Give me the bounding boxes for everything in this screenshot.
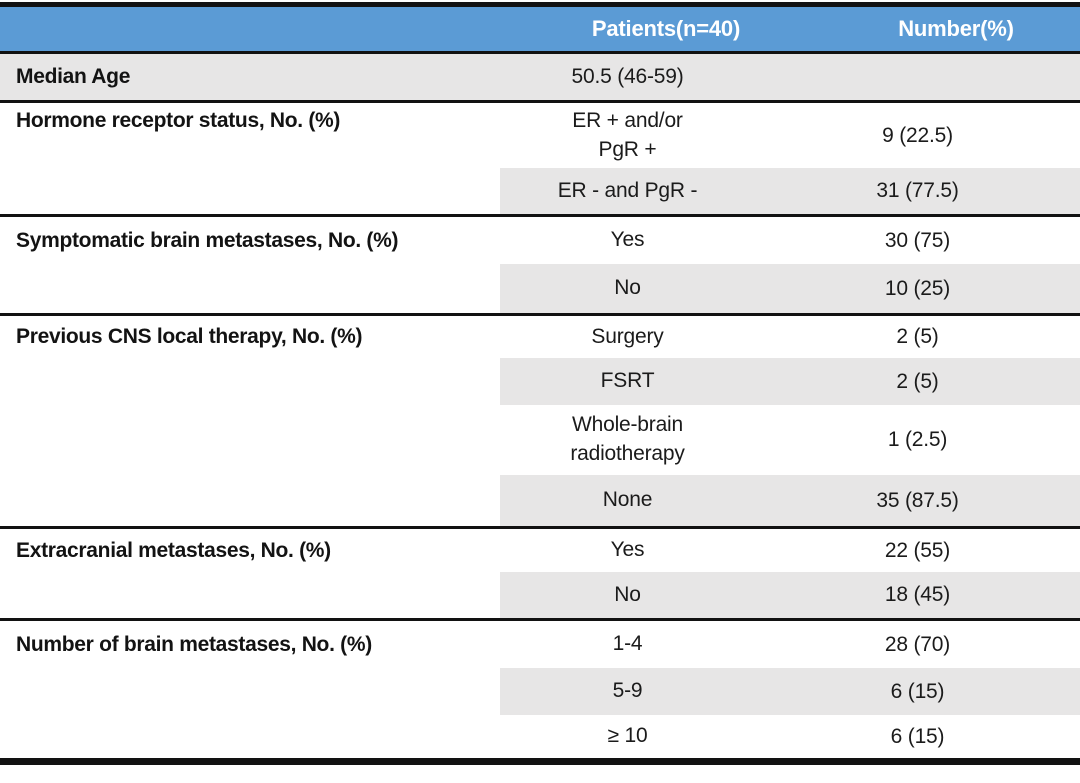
table-row: ≥ 10 6 (15) <box>500 715 1080 758</box>
section-hormone-receptor-status: Hormone receptor status, No. (%) ER + an… <box>0 100 1080 214</box>
table-row: None 35 (87.5) <box>500 475 1080 526</box>
header-cell-number: Number(%) <box>898 16 1014 41</box>
table-row: 50.5 (46-59) <box>500 54 1080 100</box>
cell-value: 50.5 (46-59) <box>571 64 684 88</box>
cell-value: Surgery <box>591 324 664 348</box>
patient-characteristics-table: Patients(n=40) Number(%) Median Age 50.5… <box>0 2 1080 765</box>
row-label-number-brain-mets: Number of brain metastases, No. (%) <box>16 632 372 656</box>
cell-number: 2 (5) <box>896 369 939 393</box>
table-header-row: Patients(n=40) Number(%) <box>0 7 1080 54</box>
section-symptomatic-brain-metastases: Symptomatic brain metastases, No. (%) Ye… <box>0 214 1080 313</box>
cell-number: 6 (15) <box>890 679 945 703</box>
table-row: 1-4 28 (70) <box>500 621 1080 668</box>
cell-value: No <box>614 276 641 300</box>
cell-number: 31 (77.5) <box>876 179 959 202</box>
section-extracranial-metastases: Extracranial metastases, No. (%) Yes 22 … <box>0 526 1080 618</box>
cell-value: Yes <box>610 538 645 562</box>
cell-value: No <box>614 582 641 606</box>
cell-value: 5-9 <box>612 679 643 703</box>
table-row: FSRT 2 (5) <box>500 358 1080 405</box>
row-label-hormone-receptor: Hormone receptor status, No. (%) <box>16 109 341 133</box>
table-row: 5-9 6 (15) <box>500 668 1080 715</box>
cell-number: 9 (22.5) <box>882 123 953 147</box>
row-label-median-age: Median Age <box>16 65 131 89</box>
table-row: Yes 30 (75) <box>500 217 1080 264</box>
header-cell-patients: Patients(n=40) <box>591 16 741 41</box>
cell-number: 1 (2.5) <box>887 428 948 451</box>
table-row: Whole-brain radiotherapy 1 (2.5) <box>500 405 1080 475</box>
section-previous-cns-local-therapy: Previous CNS local therapy, No. (%) Surg… <box>0 313 1080 526</box>
row-label-symptomatic: Symptomatic brain metastases, No. (%) <box>16 228 399 252</box>
row-label-extracranial: Extracranial metastases, No. (%) <box>16 538 331 562</box>
section-median-age: Median Age 50.5 (46-59) <box>0 54 1080 100</box>
table-row: No 10 (25) <box>500 264 1080 313</box>
cell-number: 22 (55) <box>884 538 951 562</box>
table-row: ER + and/or PgR + 9 (22.5) <box>500 103 1080 168</box>
cell-value: 1-4 <box>612 632 643 656</box>
cell-number: 10 (25) <box>884 276 951 300</box>
cell-value: Whole-brain radiotherapy <box>570 413 685 465</box>
cell-value: ER - and PgR - <box>557 178 698 202</box>
table-row: Surgery 2 (5) <box>500 316 1080 358</box>
cell-value: Yes <box>610 228 645 252</box>
row-label-previous-cns: Previous CNS local therapy, No. (%) <box>16 325 363 349</box>
table-row: No 18 (45) <box>500 572 1080 618</box>
cell-number: 28 (70) <box>884 632 951 656</box>
table-row: Yes 22 (55) <box>500 529 1080 572</box>
cell-value: ER + and/or PgR + <box>572 108 683 161</box>
section-number-of-brain-metastases: Number of brain metastases, No. (%) 1-4 … <box>0 618 1080 758</box>
cell-number: 6 (15) <box>890 724 945 748</box>
table-row: ER - and PgR - 31 (77.5) <box>500 168 1080 214</box>
cell-value: None <box>602 488 653 512</box>
cell-number: 2 (5) <box>896 325 939 348</box>
cell-number: 30 (75) <box>884 228 951 252</box>
cell-number: 18 (45) <box>884 583 951 606</box>
cell-number: 35 (87.5) <box>876 488 959 512</box>
cell-value: ≥ 10 <box>607 724 648 748</box>
cell-value: FSRT <box>600 369 655 393</box>
